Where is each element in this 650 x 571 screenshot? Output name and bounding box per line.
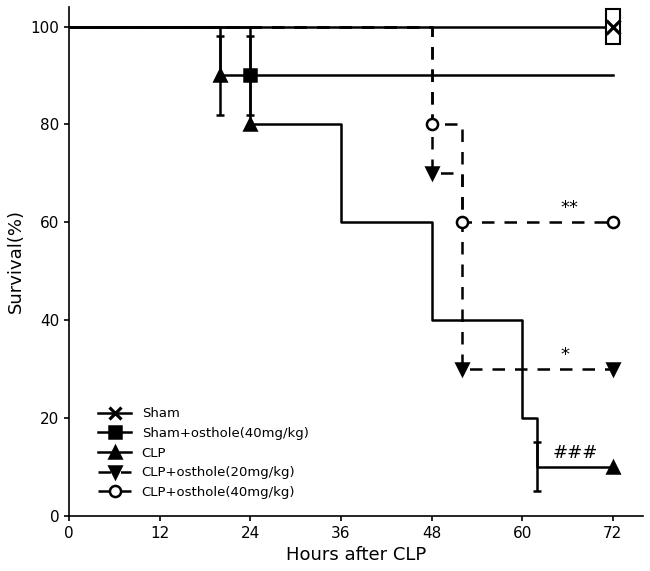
Text: ###: ### <box>552 444 598 462</box>
Text: *: * <box>560 346 569 364</box>
Legend: Sham, Sham+osthole(40mg/kg), CLP, CLP+osthole(20mg/kg), CLP+osthole(40mg/kg): Sham, Sham+osthole(40mg/kg), CLP, CLP+os… <box>93 402 314 504</box>
Text: **: ** <box>560 199 578 218</box>
Y-axis label: Survival(%): Survival(%) <box>7 210 25 313</box>
Bar <box>606 9 619 43</box>
X-axis label: Hours after CLP: Hours after CLP <box>286 546 426 564</box>
